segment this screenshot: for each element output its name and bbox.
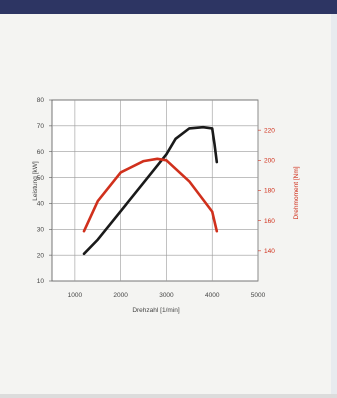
y-axis-label-right: Drehmoment [Nm] [293,166,300,219]
torque-curve [82,157,219,233]
x-tick-label: 1000 [68,292,83,299]
y-tick-label-right: 140 [264,248,275,255]
right-stripe [331,14,337,394]
y-tick-label-left: 20 [37,252,45,259]
y-tick-label-left: 70 [37,123,45,130]
x-tick-label: 3000 [159,292,174,299]
y-tick-label-right: 160 [264,218,275,225]
y-axis-label-left: Leistung [kW] [32,161,39,201]
x-tick-label: 5000 [251,292,266,299]
y-tick-label-left: 10 [37,278,45,285]
y-tick-label-right: 180 [264,188,275,195]
y-tick-label-left: 30 [37,226,45,233]
y-tick-label-right: 200 [264,158,275,165]
x-tick-label: 4000 [205,292,220,299]
bottom-band [0,394,337,398]
y-tick-label-left: 40 [37,201,45,208]
x-axis-label: Drehzahl [1/min] [132,307,180,314]
top-band [0,0,337,14]
y-tick-label-left: 80 [37,97,45,104]
y-tick-label-left: 50 [37,175,45,182]
y-tick-label-right: 220 [264,127,275,134]
power-curve [82,125,219,256]
y-tick-label-left: 60 [37,149,45,156]
x-tick-label: 2000 [113,292,128,299]
